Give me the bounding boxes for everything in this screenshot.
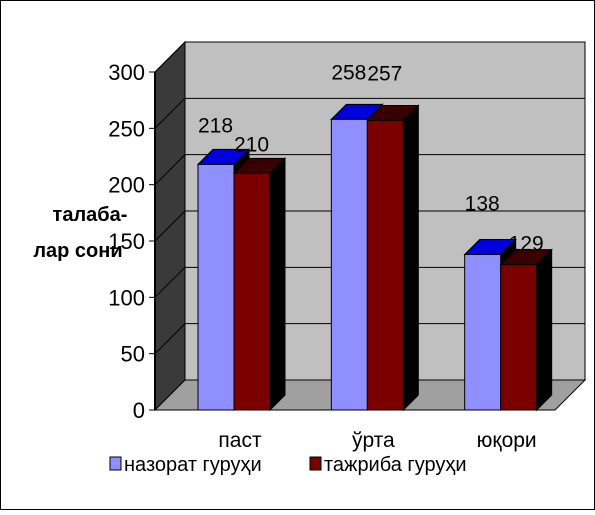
- bar-side: [536, 248, 553, 412]
- data-label: 138: [465, 193, 500, 216]
- gridline: [154, 210, 585, 242]
- bar-side: [269, 157, 286, 412]
- data-label: 129: [509, 233, 544, 256]
- legend-label: назорат гуруҳи: [124, 454, 262, 476]
- gridline: [154, 323, 585, 355]
- legend-swatch: [109, 456, 122, 471]
- gridline: [154, 97, 585, 129]
- y-axis-title-line1: талаба-: [53, 204, 128, 226]
- bar-front: [500, 264, 538, 411]
- legend: назорат гуруҳи тажриба гуруҳи: [109, 454, 467, 476]
- bar-front: [197, 163, 235, 411]
- gridline: [154, 154, 585, 186]
- y-tick-label: 50: [121, 342, 145, 367]
- x-tick-label: юқори: [477, 429, 537, 452]
- bar-front: [366, 119, 404, 411]
- data-label: 210: [234, 133, 269, 156]
- y-tick-label: 0: [133, 398, 145, 423]
- bar: [499, 248, 553, 412]
- y-tick-label: 200: [108, 173, 145, 198]
- bar: [232, 157, 287, 412]
- data-label: 218: [198, 114, 233, 137]
- y-tick-label: 250: [108, 116, 145, 141]
- y-axis-title-line2: лар сони: [33, 240, 122, 262]
- bar: [366, 104, 420, 412]
- legend-label: тажриба гуруҳи: [324, 454, 467, 476]
- bar-side: [402, 104, 419, 412]
- x-tick-label: паст: [218, 429, 262, 452]
- y-tick-label: 100: [108, 285, 145, 310]
- data-label: 258: [331, 61, 366, 84]
- gridline: [154, 266, 585, 298]
- x-tick-label: ўрта: [352, 429, 395, 452]
- y-tick-label: 300: [108, 60, 145, 85]
- gridline: [154, 41, 585, 73]
- data-label: 257: [367, 62, 402, 85]
- y-tick-label: 150: [108, 229, 145, 254]
- bar-front: [233, 172, 271, 411]
- bar-front: [330, 118, 368, 411]
- bar-front: [464, 254, 502, 411]
- legend-swatch: [309, 456, 322, 471]
